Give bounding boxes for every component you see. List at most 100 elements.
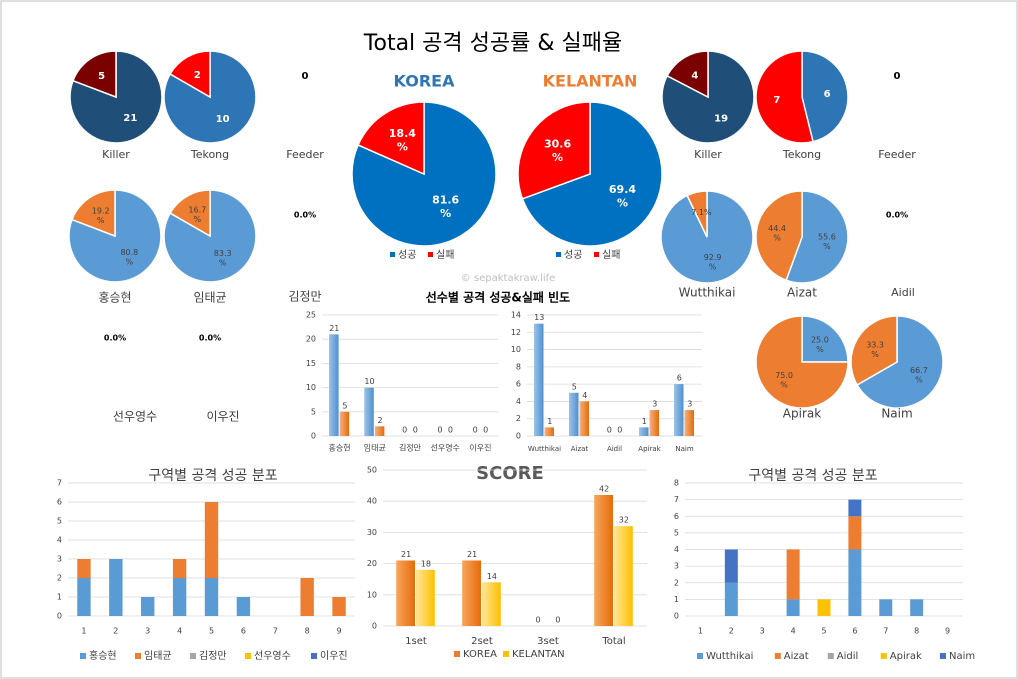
- pie-title: Aidil: [891, 286, 915, 299]
- bar-segment: [848, 549, 862, 616]
- pie-slice-label: 6: [824, 89, 831, 100]
- legend-swatch: [503, 651, 509, 657]
- legend-label: 임태균: [144, 649, 172, 662]
- legend-label: 김정만: [199, 650, 227, 662]
- legend-swatch: [827, 653, 834, 659]
- bar-segment: [77, 559, 91, 578]
- bar: [639, 427, 649, 436]
- bar-segment: [77, 578, 91, 616]
- pie-slice-label: 55.6%: [818, 232, 836, 251]
- bar: [569, 392, 579, 436]
- bar-value-label: 21: [329, 324, 339, 333]
- pie-chart-korea-tekong: 10 2 Tekong: [163, 50, 257, 161]
- bar-segment: [848, 516, 862, 550]
- bar: [374, 426, 385, 436]
- bar: [482, 582, 501, 626]
- y-tick-label: 15: [306, 359, 316, 368]
- x-tick-label: Wutthikai: [528, 445, 561, 453]
- pie-slice-label: 33.3%: [866, 340, 884, 359]
- bar-value-label: 32: [619, 516, 629, 525]
- pie-chart-p-lim: 83.3 % 16.7 % 임태균: [163, 189, 257, 305]
- legend-swatch: [135, 653, 141, 659]
- bar-value-label: 0: [483, 426, 488, 435]
- x-tick-label: 김정만: [399, 443, 422, 453]
- bar-segment: [141, 597, 155, 616]
- pie-title: Feeder: [286, 148, 324, 161]
- pie-slice: [666, 50, 709, 99]
- pie-empty-label: 0.0%: [886, 211, 908, 220]
- bar-value-label: 10: [364, 377, 374, 386]
- legend-label: Aizat: [784, 651, 809, 662]
- pie-empty-label: 0: [302, 71, 309, 82]
- bar-segment: [817, 599, 831, 616]
- bar-value-label: 6: [677, 374, 682, 383]
- bar: [534, 323, 544, 436]
- legend-swatch: [245, 653, 251, 659]
- x-tick-label: 1set: [405, 636, 427, 647]
- pie-slice-label: 80.8%: [120, 248, 138, 267]
- pie-title: 홍승현: [98, 291, 131, 305]
- y-tick-label: 5: [57, 517, 62, 526]
- chart-title: 구역별 공격 성공 분포: [148, 468, 277, 484]
- x-tick-label: 2set: [471, 636, 493, 647]
- bar-value-label: 5: [572, 382, 577, 391]
- x-tick-label: 홍승현: [329, 443, 351, 453]
- pie-title: 김정만: [288, 290, 321, 304]
- bar-value-label: 0: [448, 426, 453, 435]
- y-tick-label: 1: [674, 595, 679, 604]
- x-tick-label: 8: [305, 627, 310, 636]
- y-tick-label: 7: [57, 479, 62, 488]
- pie-slice: [801, 315, 849, 363]
- bar-value-label: 0: [555, 616, 560, 625]
- pie-slice: [801, 50, 849, 143]
- x-tick-label: 7: [273, 627, 278, 636]
- legend-swatch: [594, 252, 599, 257]
- pie-title: Tekong: [190, 148, 229, 161]
- bar-value-label: 0: [413, 426, 418, 435]
- bar-value-label: 21: [401, 550, 411, 559]
- bar-value-label: 14: [487, 572, 497, 581]
- pie-empty-label: 0: [894, 71, 901, 82]
- bar: [684, 410, 694, 436]
- y-tick-label: 14: [511, 311, 521, 320]
- bar-chart-score: 0 10 20 30 40 50 1set 21 18 2set 21 14 3set 0 0 Total 42…: [367, 466, 647, 647]
- chart-legend: 홍승현 임태균 김정만 선우영수 이우진: [80, 649, 348, 662]
- bar-segment: [172, 578, 187, 616]
- bar-value-label: 3: [687, 400, 692, 409]
- y-tick-label: 0: [372, 622, 377, 631]
- pie-chart-p-naim: 66.7 % 33.3 % Naim: [850, 315, 944, 421]
- pie-slice-label: 30.6%: [544, 138, 571, 164]
- pie-chart-p-aizat: 55.6 % 44.4 % Aizat: [755, 190, 849, 300]
- bar-value-label: 0: [536, 616, 541, 625]
- pie-empty-label: 0.0%: [294, 211, 316, 220]
- bar-value-label: 0: [437, 426, 442, 435]
- x-tick-label: 선우영수: [430, 443, 459, 453]
- bar: [416, 569, 435, 626]
- y-tick-label: 8: [516, 362, 521, 371]
- x-tick-label: 5: [821, 627, 826, 636]
- x-tick-label: 3set: [537, 636, 559, 647]
- chart-title: SCORE: [476, 463, 544, 484]
- x-tick-label: 9: [945, 627, 950, 636]
- legend-swatch: [940, 653, 946, 659]
- bar-value-label: 0: [607, 426, 612, 435]
- y-tick-label: 1: [57, 593, 62, 602]
- bar-segment: [300, 578, 314, 616]
- legend-swatch: [880, 653, 887, 659]
- x-tick-label: 4: [791, 627, 796, 636]
- pie-slice-label: 69.4%: [609, 183, 636, 209]
- pie-slice: [755, 50, 814, 144]
- pie-slice-label: 19: [714, 114, 728, 125]
- bar-value-label: 3: [652, 400, 657, 409]
- legend-swatch: [774, 653, 781, 659]
- legend-label: 성공: [564, 249, 582, 261]
- chart-legend: KOREA KELANTAN: [454, 649, 565, 660]
- y-tick-label: 20: [306, 335, 316, 344]
- y-tick-label: 6: [57, 498, 62, 507]
- x-tick-label: Apirak: [638, 445, 661, 453]
- bar-chart-zone-korea: 0 1 2 3 4 5 6 7 1 2 3 4 5 6 7 8 9: [57, 479, 355, 636]
- pie-slice-label: 66.7%: [910, 365, 928, 384]
- bar-segment: [236, 597, 251, 616]
